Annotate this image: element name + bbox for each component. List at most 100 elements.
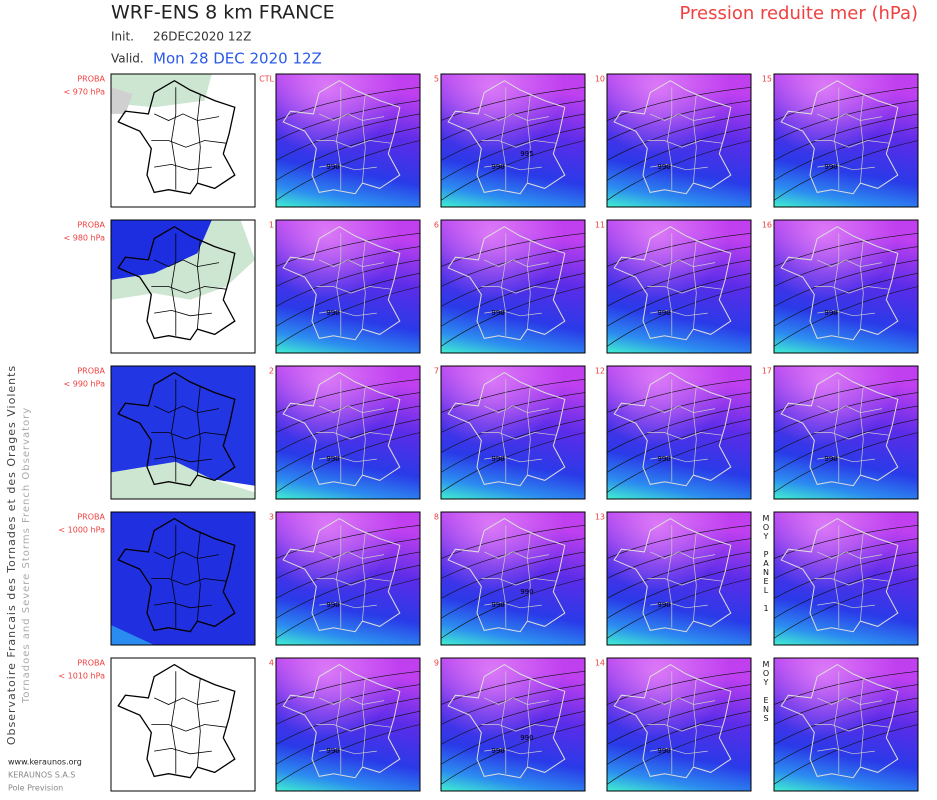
- map-frame: [440, 657, 586, 792]
- france-outline: [447, 518, 566, 633]
- department-border: [647, 140, 723, 148]
- department-border: [647, 432, 723, 440]
- france-outline: [780, 664, 899, 779]
- map-frame: [275, 365, 421, 500]
- isobar: [773, 100, 919, 141]
- contour-label: 990: [657, 309, 670, 317]
- contour-label: 990: [491, 747, 504, 755]
- department-border: [484, 697, 550, 705]
- pressure-glow: [441, 366, 585, 499]
- isobar: [440, 405, 586, 453]
- isobar: [275, 392, 421, 433]
- department-border: [667, 671, 673, 774]
- probability-area: [111, 366, 255, 493]
- department-border: [527, 239, 531, 330]
- department-border: [814, 140, 890, 148]
- isobar: [440, 392, 586, 433]
- department-border: [319, 113, 385, 121]
- department-border: [481, 724, 557, 732]
- france-outline: [780, 226, 899, 341]
- department-border: [481, 286, 557, 294]
- threshold-label: < 990 hPa: [64, 380, 106, 389]
- isobar: [773, 684, 919, 725]
- department-border: [481, 140, 557, 148]
- department-border: [860, 93, 864, 184]
- department-border: [484, 259, 550, 267]
- department-border: [817, 310, 875, 317]
- department-border: [817, 748, 875, 755]
- isobar: [275, 564, 421, 619]
- proba-label: PROBA: [77, 75, 105, 84]
- department-border: [336, 525, 342, 628]
- isobar: [275, 710, 421, 765]
- isobar: [440, 246, 586, 287]
- map-frame: [275, 657, 421, 792]
- france-outline: [613, 664, 732, 779]
- department-border: [650, 164, 708, 171]
- valid-label: Valid.: [111, 52, 144, 66]
- department-border: [650, 113, 716, 121]
- department-border: [336, 671, 342, 774]
- panel-label: 6: [434, 221, 439, 230]
- probability-area: [111, 87, 133, 114]
- department-border: [316, 286, 392, 294]
- contour-label: 990: [491, 601, 504, 609]
- isobar: [275, 684, 421, 725]
- department-border: [484, 310, 542, 317]
- pressure-glow: [607, 512, 751, 645]
- valid-date: Mon 28 DEC 2020 12Z: [153, 50, 322, 68]
- department-border: [501, 87, 507, 190]
- panel-label: MOY ENS: [762, 660, 771, 723]
- department-border: [650, 259, 716, 267]
- isobar: [275, 126, 421, 181]
- department-border: [817, 405, 883, 413]
- department-border: [647, 578, 723, 586]
- department-border: [362, 93, 366, 184]
- contour-label: 990: [657, 747, 670, 755]
- department-border: [834, 233, 840, 336]
- department-border: [362, 677, 366, 768]
- department-border: [501, 233, 507, 336]
- department-border: [667, 233, 673, 336]
- map-frame: [606, 657, 752, 792]
- init-date: 26DEC2020 12Z: [153, 30, 251, 44]
- department-border: [154, 113, 220, 121]
- proba-label: PROBA: [77, 367, 105, 376]
- panel-label: 16: [762, 221, 772, 230]
- department-border: [650, 602, 708, 609]
- department-border: [817, 456, 875, 463]
- isobar: [606, 113, 752, 161]
- map-frame: [440, 73, 586, 208]
- department-border: [814, 432, 890, 440]
- department-border: [650, 405, 716, 413]
- department-border: [319, 551, 385, 559]
- isobar: [606, 405, 752, 453]
- department-border: [693, 93, 697, 184]
- department-border: [860, 385, 864, 476]
- department-border: [817, 113, 883, 121]
- department-border: [484, 113, 550, 121]
- isobar: [773, 259, 919, 307]
- field-name: Pression reduite mer (hPa): [679, 3, 918, 24]
- contour-label: 990: [520, 588, 533, 596]
- isobar: [275, 697, 421, 745]
- isobar: [440, 684, 586, 725]
- department-border: [154, 309, 212, 317]
- isobar: [440, 551, 586, 599]
- isobar: [606, 392, 752, 433]
- isobar: [440, 418, 586, 473]
- isobar: [606, 697, 752, 745]
- contour-label: 990: [491, 455, 504, 463]
- title: WRF-ENS 8 km FRANCE: [111, 2, 335, 24]
- pressure-glow: [441, 74, 585, 207]
- department-border: [319, 602, 377, 609]
- department-border: [650, 551, 716, 559]
- department-border: [151, 578, 227, 586]
- department-border: [316, 578, 392, 586]
- department-border: [834, 379, 840, 482]
- france-outline: [447, 226, 566, 341]
- isobar: [773, 538, 919, 579]
- pressure-glow: [774, 366, 918, 499]
- department-border: [501, 379, 507, 482]
